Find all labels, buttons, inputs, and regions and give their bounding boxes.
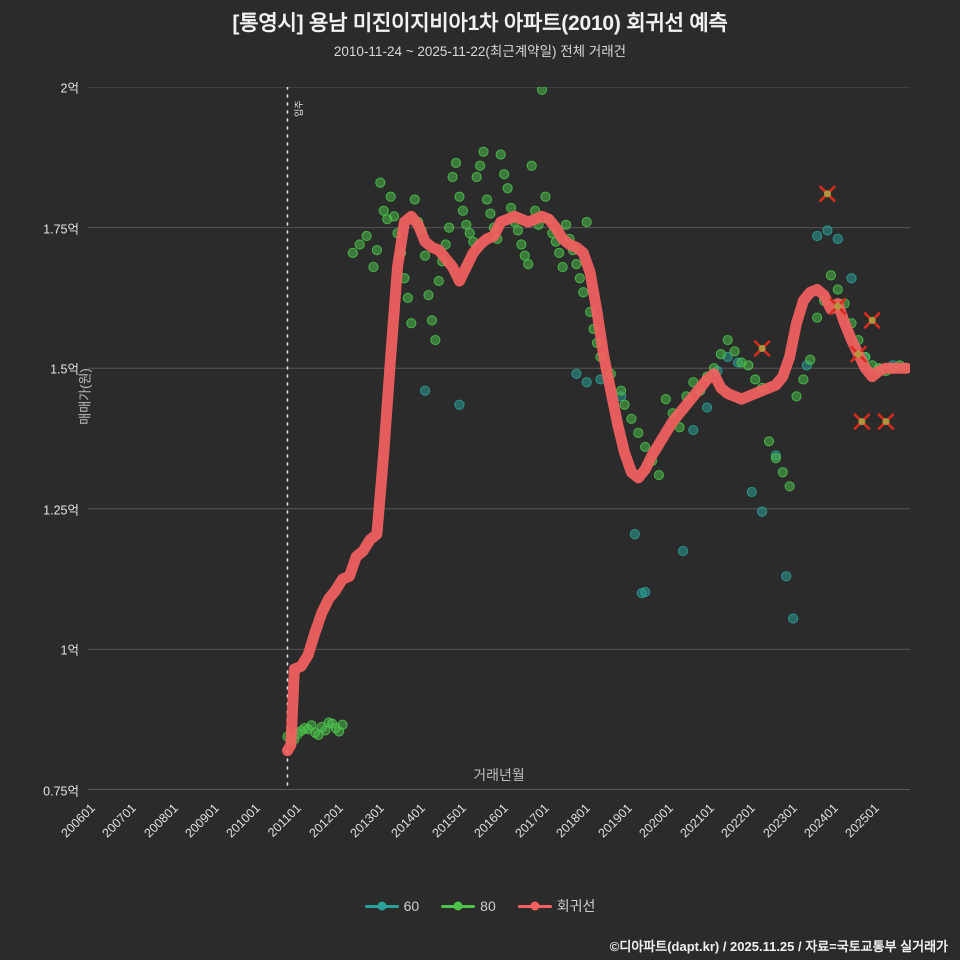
y-tick-label: 2억 bbox=[60, 81, 79, 96]
legend-swatch-icon bbox=[364, 904, 399, 908]
x-tick-text: 201301 bbox=[347, 801, 387, 841]
y-tick-label: 0.75억 bbox=[43, 784, 79, 799]
plot-area: 매매가(원) 0.75억 1억 1.25억 1.5억 1.75억 2억 200601 200… bbox=[43, 82, 910, 840]
legend-swatch-icon bbox=[517, 904, 552, 908]
scatter-series-60 bbox=[419, 225, 898, 624]
legend-item-60[interactable]: 60 bbox=[364, 898, 420, 914]
x-axis-label: 거래년월 bbox=[473, 767, 525, 783]
x-tick-text: 201101 bbox=[265, 801, 305, 840]
x-tick-text: 201801 bbox=[553, 801, 594, 841]
x-tick-text: 201901 bbox=[595, 801, 635, 841]
x-tick-text: 202301 bbox=[760, 801, 800, 841]
legend-label: 60 bbox=[403, 898, 420, 914]
y-tick-label: 1억 bbox=[60, 643, 79, 658]
chart-canvas bbox=[88, 87, 910, 790]
y-tick-label: 1.75억 bbox=[43, 222, 79, 237]
legend-swatch-icon bbox=[441, 904, 476, 908]
y-tick-label: 1.5억 bbox=[50, 362, 79, 377]
outlier-markers bbox=[753, 185, 895, 430]
legend-item-80[interactable]: 80 bbox=[441, 898, 496, 914]
x-tick-text: 202401 bbox=[801, 801, 841, 841]
x-tick-text: 200701 bbox=[99, 801, 140, 841]
x-tick-text: 201501 bbox=[429, 801, 470, 841]
footer-credit: ©디아파트(dapt.kr) / 2025.11.25 / 자료=국토교통부 실… bbox=[609, 939, 948, 954]
legend-item-회귀선[interactable]: 회귀선 bbox=[517, 896, 596, 916]
x-tick-text: 201601 bbox=[471, 801, 511, 841]
x-tick-text: 201701 bbox=[512, 801, 552, 841]
chart-legend: 60 80 회귀선 bbox=[0, 896, 960, 916]
x-tick-text: 202501 bbox=[842, 801, 883, 841]
legend-label: 회귀선 bbox=[556, 898, 596, 914]
page-title: [통영시] 용남 미진이지비아1차 아파트(2010) 회귀선 예측 bbox=[232, 12, 728, 35]
x-tick-text: 202101 bbox=[677, 801, 717, 841]
regression-line bbox=[281, 210, 910, 757]
y-tick-label: 1.25억 bbox=[43, 503, 79, 518]
x-tick-text: 201401 bbox=[388, 801, 429, 841]
x-tick-text: 202201 bbox=[718, 801, 759, 841]
chart-subtitle: 2010-11-24 ~ 2025-11-22(최근계약일) 전체 거래건 bbox=[333, 44, 627, 59]
x-tick-text: 202001 bbox=[636, 801, 676, 841]
x-tick-text: 201001 bbox=[223, 801, 263, 841]
x-tick-text: 200901 bbox=[182, 801, 222, 841]
legend-label: 80 bbox=[480, 898, 496, 914]
x-tick-text: 200801 bbox=[141, 801, 181, 841]
x-tick-text: 201201 bbox=[306, 801, 346, 841]
scatter-series-80 bbox=[282, 87, 910, 748]
x-tick-text: 200601 bbox=[58, 801, 98, 841]
move-in-annotation-label: 입주 bbox=[294, 100, 305, 117]
